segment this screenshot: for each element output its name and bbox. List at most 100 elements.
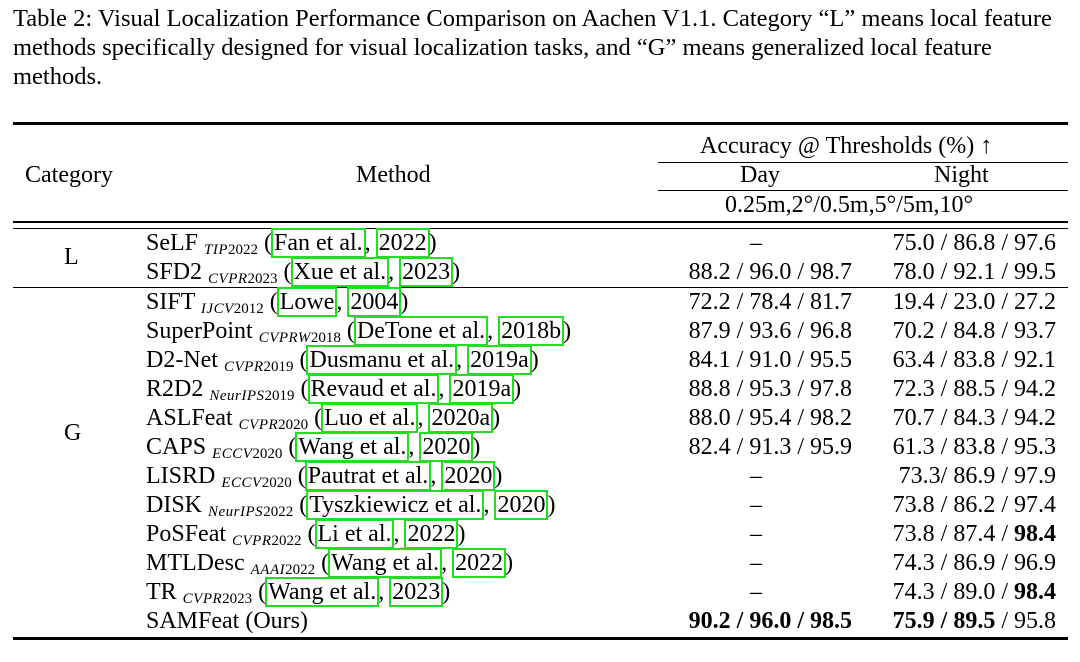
venue: TIP xyxy=(204,242,229,258)
venue-year: 2019 xyxy=(263,359,294,375)
header-day: Day xyxy=(740,162,780,188)
night-cell: 74.3 / 86.9 / 96.9 xyxy=(892,550,1056,576)
method-row: MTLDesc AAAI2022 (Wang et al., 2022) xyxy=(146,548,514,578)
night-cell: 61.3 / 83.8 / 95.3 xyxy=(892,434,1056,460)
group-divider-rule xyxy=(13,287,1068,288)
day-cell: 84.1 / 91.0 / 95.5 xyxy=(688,347,852,373)
citation-author-link[interactable]: DeTone et al. xyxy=(353,316,489,346)
venue: CVPR xyxy=(223,359,264,375)
citation-author-link[interactable]: Xue et al. xyxy=(290,257,390,287)
day-cell: – xyxy=(750,579,762,605)
header-category: Category xyxy=(25,162,113,188)
night-cell: 73.8 / 87.4 / 98.4 xyxy=(892,521,1056,547)
night-cell: 63.4 / 83.8 / 92.1 xyxy=(892,347,1056,373)
citation-author-link[interactable]: Wang et al. xyxy=(265,577,380,607)
header-method: Method xyxy=(356,162,431,188)
top-rule xyxy=(13,122,1068,125)
method-name: ASLFeat xyxy=(146,405,233,431)
citation-author-link[interactable]: Tyszkiewicz et al. xyxy=(306,490,485,520)
citation-author-link[interactable]: Dusmanu et al. xyxy=(306,345,458,375)
method-row: DISK NeurIPS2022 (Tyszkiewicz et al., 20… xyxy=(146,490,556,520)
night-cell: 70.7 / 84.3 / 94.2 xyxy=(892,405,1056,431)
day-cell: – xyxy=(750,463,762,489)
citation-author-link[interactable]: Wang et al. xyxy=(328,548,443,578)
citation-year-link[interactable]: 2004 xyxy=(347,287,402,317)
method-name: PoSFeat xyxy=(146,521,227,547)
day-cell: 88.8 / 95.3 / 97.8 xyxy=(688,376,852,402)
night-cell: 74.3 / 89.0 / 98.4 xyxy=(892,579,1056,605)
venue: IJCV xyxy=(200,301,234,317)
venue: ECCV xyxy=(221,475,262,491)
method-name: MTLDesc xyxy=(146,550,245,576)
day-cell: – xyxy=(750,230,762,256)
day-cell: – xyxy=(750,550,762,576)
venue-year: 2022 xyxy=(271,533,302,549)
venue-year: 2022 xyxy=(263,504,294,520)
citation-year-link[interactable]: 2019a xyxy=(449,374,515,404)
method-name: TR xyxy=(146,579,177,605)
method-name: LISRD xyxy=(146,463,216,489)
night-cell: 75.0 / 86.8 / 97.6 xyxy=(892,230,1056,256)
method-name: SIFT xyxy=(146,289,195,315)
citation-year-link[interactable]: 2018b xyxy=(498,316,565,346)
table-caption: Table 2: Visual Localization Performance… xyxy=(13,5,1052,90)
citation-year-link[interactable]: 2020 xyxy=(441,461,496,491)
citation-author-link[interactable]: Fan et al. xyxy=(271,228,366,258)
method-row: LISRD ECCV2020 (Pautrat et al., 2020) xyxy=(146,461,503,491)
header-bottom-rule-2 xyxy=(13,228,1068,229)
venue-year: 2018 xyxy=(310,330,341,346)
day-cell: – xyxy=(750,492,762,518)
method-row: SeLF TIP2022 (Fan et al., 2022) xyxy=(146,228,437,258)
venue-year: 2022 xyxy=(228,242,259,258)
day-cell: 87.9 / 93.6 / 96.8 xyxy=(688,318,852,344)
citation-year-link[interactable]: 2020 xyxy=(494,490,549,520)
day-cell: 88.0 / 95.4 / 98.2 xyxy=(688,405,852,431)
venue: NeurIPS xyxy=(208,504,264,520)
group-label-g: G xyxy=(64,420,82,446)
method-name: SFD2 xyxy=(146,259,203,285)
method-row: TR CVPR2023 (Wang et al., 2023) xyxy=(146,577,451,607)
method-row: CAPS ECCV2020 (Wang et al., 2020) xyxy=(146,432,481,462)
method-name: CAPS xyxy=(146,434,207,460)
method-name: SAMFeat (Ours) xyxy=(146,608,308,634)
venue-year: 2012 xyxy=(233,301,264,317)
venue-year: 2020 xyxy=(278,417,309,433)
header-accuracy: Accuracy @ Thresholds (%) ↑ xyxy=(700,133,993,159)
citation-year-link[interactable]: 2023 xyxy=(389,577,444,607)
venue-year: 2020 xyxy=(261,475,292,491)
night-cell: 73.3/ 86.9 / 97.9 xyxy=(898,463,1056,489)
day-cell: – xyxy=(750,521,762,547)
header-bottom-rule xyxy=(13,221,1068,223)
method-row: PoSFeat CVPR2022 (Li et al., 2022) xyxy=(146,519,466,549)
night-cell: 78.0 / 92.1 / 99.5 xyxy=(892,259,1056,285)
citation-year-link[interactable]: 2022 xyxy=(452,548,507,578)
method-name: DISK xyxy=(146,492,203,518)
venue: CVPRW xyxy=(258,330,311,346)
venue: CVPR xyxy=(182,591,223,607)
day-cell: 88.2 / 96.0 / 98.7 xyxy=(688,259,852,285)
citation-author-link[interactable]: Li et al. xyxy=(314,519,395,549)
citation-author-link[interactable]: Pautrat et al. xyxy=(304,461,432,491)
citation-author-link[interactable]: Wang et al. xyxy=(295,432,410,462)
citation-year-link[interactable]: 2019a xyxy=(467,345,532,375)
venue: CVPR xyxy=(238,417,279,433)
method-row: R2D2 NeurIPS2019 (Revaud et al., 2019a) xyxy=(146,374,522,404)
venue-year: 2019 xyxy=(264,388,295,404)
citation-year-link[interactable]: 2022 xyxy=(404,519,459,549)
venue: CVPR xyxy=(208,271,248,287)
method-row: SFD2 CVPR2023 (Xue et al., 2023) xyxy=(146,257,461,287)
citation-author-link[interactable]: Lowe xyxy=(276,287,338,317)
night-cell: 70.2 / 84.8 / 93.7 xyxy=(892,318,1056,344)
citation-author-link[interactable]: Revaud et al. xyxy=(307,374,440,404)
method-row: SuperPoint CVPRW2018 (DeTone et al., 201… xyxy=(146,316,572,346)
method-name: SeLF xyxy=(146,230,199,256)
night-cell: 73.8 / 86.2 / 97.4 xyxy=(892,492,1056,518)
citation-year-link[interactable]: 2023 xyxy=(399,257,454,287)
citation-year-link[interactable]: 2020a xyxy=(428,403,494,433)
venue-year: 2022 xyxy=(285,562,316,578)
day-night-rule xyxy=(658,190,1068,191)
citation-year-link[interactable]: 2020 xyxy=(419,432,474,462)
citation-year-link[interactable]: 2022 xyxy=(375,228,430,258)
method-name: D2-Net xyxy=(146,347,218,373)
citation-author-link[interactable]: Luo et al. xyxy=(321,403,419,433)
